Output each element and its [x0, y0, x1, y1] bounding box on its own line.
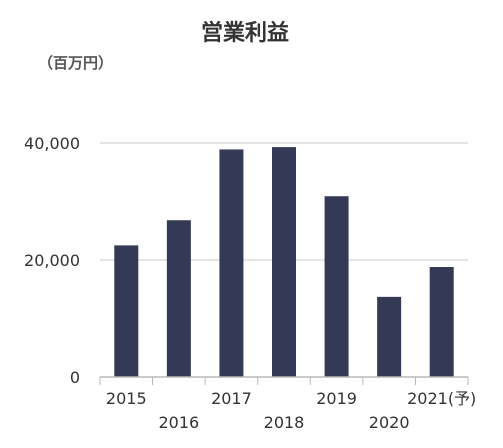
- x-axis: [99, 376, 469, 385]
- y-tick-label: 20,000: [24, 251, 80, 270]
- bar-2019: [324, 196, 349, 377]
- x-tick-label: 2017: [211, 389, 252, 408]
- y-tick-label: 0: [70, 368, 80, 387]
- bar-2015: [114, 245, 139, 377]
- x-axis-ticks: 2015 2016 2017 2018 2019 2020 2021(予): [106, 389, 476, 432]
- y-axis-ticks: 0 20,000 40,000: [24, 134, 80, 387]
- bar-2017: [219, 149, 244, 377]
- y-tick-label: 40,000: [24, 134, 80, 153]
- x-tick-label: 2019: [316, 389, 357, 408]
- unit-label: （百万円）: [38, 54, 113, 72]
- bar-2020: [377, 296, 402, 377]
- x-tick-label: 2020: [369, 413, 410, 432]
- bar-2021: [429, 267, 454, 377]
- bar-2016: [166, 220, 191, 377]
- bar-2018: [272, 147, 296, 377]
- bars: [114, 147, 454, 377]
- x-tick-label: 2018: [264, 413, 305, 432]
- x-tick-label: 2016: [158, 413, 199, 432]
- x-tick-label: 2021(予): [407, 389, 476, 408]
- chart-title: 営業利益: [201, 20, 289, 46]
- x-tick-label: 2015: [106, 389, 147, 408]
